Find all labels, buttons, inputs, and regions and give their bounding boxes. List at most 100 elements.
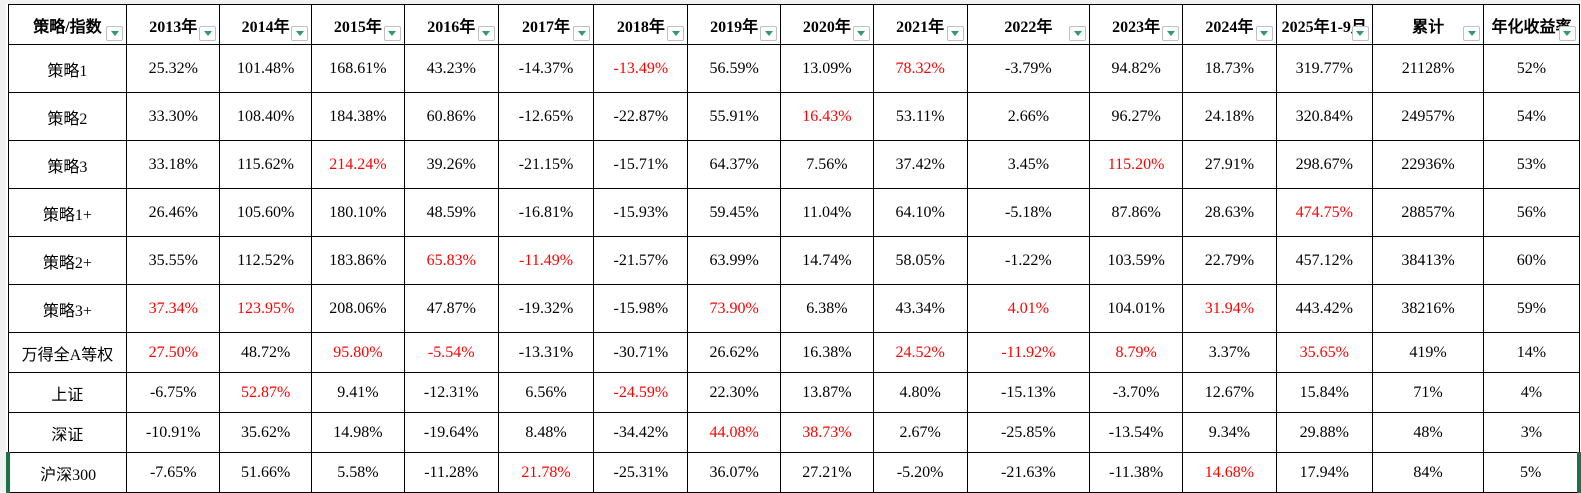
value-cell[interactable]: 3.45%	[966, 140, 1091, 189]
value-cell[interactable]: -11.92%	[966, 332, 1091, 373]
value-cell[interactable]: 44.08%	[687, 412, 782, 453]
column-header[interactable]: 2025年1-9月	[1275, 4, 1373, 45]
value-cell[interactable]: 35.62%	[219, 412, 313, 453]
filter-button[interactable]	[1069, 26, 1087, 41]
value-cell[interactable]: 3.37%	[1182, 332, 1277, 373]
value-cell[interactable]: -5.18%	[966, 188, 1091, 237]
value-cell[interactable]: 14.74%	[780, 236, 874, 285]
value-cell[interactable]: 35.65%	[1275, 332, 1373, 373]
value-cell[interactable]: 15.84%	[1275, 372, 1373, 413]
value-cell[interactable]: 11.04%	[780, 188, 874, 237]
value-cell[interactable]: 54%	[1483, 92, 1580, 141]
value-cell[interactable]: 104.01%	[1089, 284, 1184, 333]
value-cell[interactable]: 55.91%	[687, 92, 782, 141]
value-cell[interactable]: 64.37%	[687, 140, 782, 189]
value-cell[interactable]: 78.32%	[872, 44, 968, 93]
row-label-cell[interactable]: 策略1+	[7, 188, 128, 237]
filter-button[interactable]	[573, 26, 591, 41]
column-header[interactable]: 2020年	[780, 4, 874, 45]
value-cell[interactable]: 21128%	[1371, 44, 1485, 93]
row-label-cell[interactable]: 策略2+	[7, 236, 128, 285]
value-cell[interactable]: 5%	[1483, 452, 1581, 493]
value-cell[interactable]: 37.42%	[872, 140, 968, 189]
value-cell[interactable]: -16.81%	[497, 188, 595, 237]
value-cell[interactable]: -30.71%	[593, 332, 689, 373]
column-header[interactable]: 策略/指数	[7, 4, 128, 45]
filter-button[interactable]	[291, 26, 309, 41]
value-cell[interactable]: 105.60%	[219, 188, 313, 237]
value-cell[interactable]: -19.32%	[497, 284, 595, 333]
row-label-cell[interactable]: 万得全A等权	[7, 332, 128, 373]
value-cell[interactable]: 115.20%	[1089, 140, 1184, 189]
filter-button[interactable]	[1255, 26, 1273, 41]
value-cell[interactable]: 22936%	[1371, 140, 1485, 189]
value-cell[interactable]: 18.73%	[1182, 44, 1277, 93]
column-header[interactable]: 年化收益率	[1483, 4, 1580, 45]
filter-button[interactable]	[477, 26, 495, 41]
value-cell[interactable]: -7.65%	[126, 452, 221, 493]
row-label-cell[interactable]: 上证	[7, 372, 128, 413]
value-cell[interactable]: 29.88%	[1275, 412, 1373, 453]
value-cell[interactable]: 48%	[1371, 412, 1485, 453]
value-cell[interactable]: 320.84%	[1275, 92, 1373, 141]
value-cell[interactable]: -3.70%	[1089, 372, 1184, 413]
value-cell[interactable]: -5.20%	[872, 452, 968, 493]
value-cell[interactable]: 22.79%	[1182, 236, 1277, 285]
filter-button[interactable]	[1351, 26, 1369, 41]
row-label-cell[interactable]: 策略1	[7, 44, 128, 93]
value-cell[interactable]: -22.87%	[593, 92, 689, 141]
value-cell[interactable]: 101.48%	[219, 44, 313, 93]
row-label-cell[interactable]: 深证	[7, 412, 128, 453]
value-cell[interactable]: -21.57%	[593, 236, 689, 285]
value-cell[interactable]: 27.50%	[126, 332, 221, 373]
value-cell[interactable]: 48.72%	[219, 332, 313, 373]
filter-button[interactable]	[946, 26, 964, 41]
filter-button[interactable]	[383, 26, 401, 41]
value-cell[interactable]: 60.86%	[403, 92, 499, 141]
value-cell[interactable]: 24957%	[1371, 92, 1485, 141]
value-cell[interactable]: 33.18%	[126, 140, 221, 189]
value-cell[interactable]: 27.21%	[780, 452, 874, 493]
value-cell[interactable]: 14.68%	[1182, 452, 1277, 493]
value-cell[interactable]: 56.59%	[687, 44, 782, 93]
value-cell[interactable]: 9.34%	[1182, 412, 1277, 453]
value-cell[interactable]: 58.05%	[872, 236, 968, 285]
value-cell[interactable]: 24.52%	[872, 332, 968, 373]
value-cell[interactable]: 14.98%	[311, 412, 405, 453]
value-cell[interactable]: 4%	[1483, 372, 1580, 413]
filter-button[interactable]	[852, 26, 870, 41]
value-cell[interactable]: -5.54%	[403, 332, 499, 373]
value-cell[interactable]: 87.86%	[1089, 188, 1184, 237]
value-cell[interactable]: 9.41%	[311, 372, 405, 413]
value-cell[interactable]: 43.23%	[403, 44, 499, 93]
value-cell[interactable]: 65.83%	[403, 236, 499, 285]
value-cell[interactable]: 26.62%	[687, 332, 782, 373]
column-header[interactable]: 2016年	[403, 4, 499, 45]
value-cell[interactable]: -13.31%	[497, 332, 595, 373]
value-cell[interactable]: 52%	[1483, 44, 1580, 93]
value-cell[interactable]: 103.59%	[1089, 236, 1184, 285]
value-cell[interactable]: 37.34%	[126, 284, 221, 333]
value-cell[interactable]: 26.46%	[126, 188, 221, 237]
value-cell[interactable]: -15.93%	[593, 188, 689, 237]
value-cell[interactable]: 84%	[1371, 452, 1485, 493]
column-header[interactable]: 2013年	[126, 4, 221, 45]
value-cell[interactable]: -12.31%	[403, 372, 499, 413]
value-cell[interactable]: 5.58%	[311, 452, 405, 493]
value-cell[interactable]: 214.24%	[311, 140, 405, 189]
value-cell[interactable]: 112.52%	[219, 236, 313, 285]
value-cell[interactable]: 28.63%	[1182, 188, 1277, 237]
column-header[interactable]: 2024年	[1182, 4, 1277, 45]
value-cell[interactable]: -1.22%	[966, 236, 1091, 285]
column-header[interactable]: 2019年	[687, 4, 782, 45]
value-cell[interactable]: 2.66%	[966, 92, 1091, 141]
value-cell[interactable]: 13.09%	[780, 44, 874, 93]
filter-button[interactable]	[760, 26, 778, 41]
value-cell[interactable]: 2.67%	[872, 412, 968, 453]
value-cell[interactable]: 8.79%	[1089, 332, 1184, 373]
value-cell[interactable]: -25.85%	[966, 412, 1091, 453]
value-cell[interactable]: -24.59%	[593, 372, 689, 413]
column-header[interactable]: 2022年	[966, 4, 1091, 45]
value-cell[interactable]: 7.56%	[780, 140, 874, 189]
value-cell[interactable]: 108.40%	[219, 92, 313, 141]
